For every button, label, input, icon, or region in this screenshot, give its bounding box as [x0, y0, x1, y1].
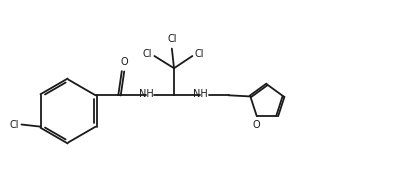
- Text: O: O: [253, 120, 260, 130]
- Text: NH: NH: [193, 89, 208, 98]
- Text: Cl: Cl: [9, 120, 19, 129]
- Text: NH: NH: [139, 89, 154, 98]
- Text: O: O: [121, 57, 128, 67]
- Text: Cl: Cl: [167, 34, 177, 44]
- Text: Cl: Cl: [195, 49, 204, 59]
- Text: Cl: Cl: [142, 49, 152, 59]
